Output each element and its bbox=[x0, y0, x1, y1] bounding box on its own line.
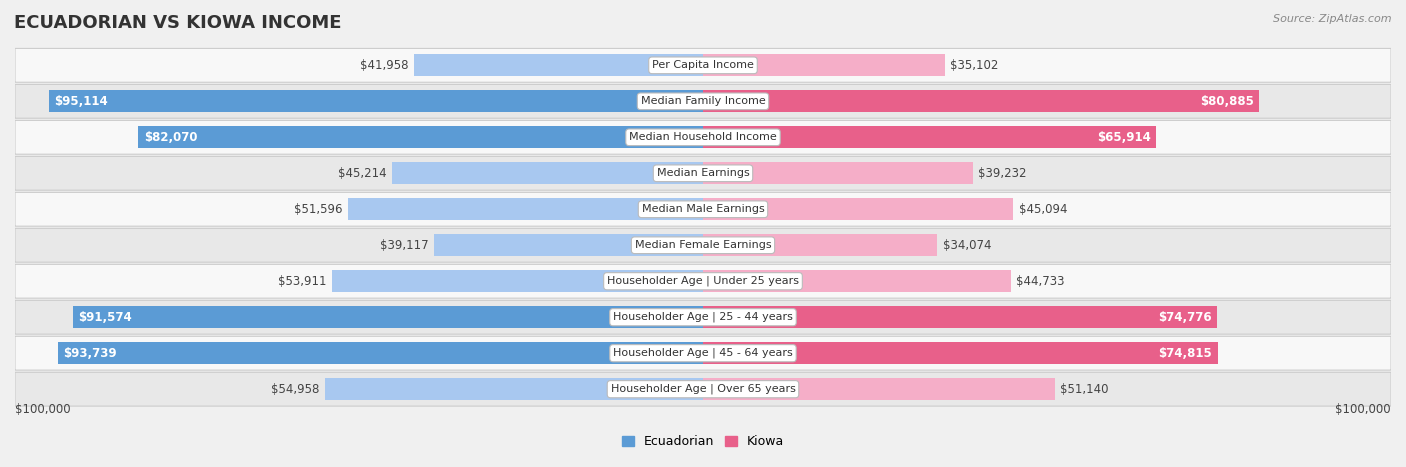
Text: Householder Age | 45 - 64 years: Householder Age | 45 - 64 years bbox=[613, 348, 793, 359]
Text: Source: ZipAtlas.com: Source: ZipAtlas.com bbox=[1274, 14, 1392, 24]
Text: Per Capita Income: Per Capita Income bbox=[652, 60, 754, 71]
Text: $39,117: $39,117 bbox=[380, 239, 429, 252]
Text: Householder Age | Over 65 years: Householder Age | Over 65 years bbox=[610, 384, 796, 395]
Bar bbox=[49, 90, 703, 113]
Bar bbox=[703, 342, 1218, 364]
Text: $74,776: $74,776 bbox=[1159, 311, 1212, 324]
Text: Median Family Income: Median Family Income bbox=[641, 96, 765, 106]
Bar bbox=[434, 234, 703, 256]
Text: $53,911: $53,911 bbox=[278, 275, 326, 288]
Text: Median Household Income: Median Household Income bbox=[628, 132, 778, 142]
Bar bbox=[703, 54, 945, 77]
FancyBboxPatch shape bbox=[15, 192, 1391, 226]
Bar bbox=[703, 378, 1054, 400]
FancyBboxPatch shape bbox=[15, 85, 1391, 118]
FancyBboxPatch shape bbox=[15, 372, 1391, 406]
Text: $100,000: $100,000 bbox=[15, 403, 70, 416]
Text: Median Male Earnings: Median Male Earnings bbox=[641, 204, 765, 214]
Text: Householder Age | 25 - 44 years: Householder Age | 25 - 44 years bbox=[613, 312, 793, 323]
Bar bbox=[703, 306, 1218, 328]
Bar bbox=[349, 198, 703, 220]
Text: Median Earnings: Median Earnings bbox=[657, 168, 749, 178]
Text: $100,000: $100,000 bbox=[1336, 403, 1391, 416]
Text: $80,885: $80,885 bbox=[1201, 95, 1254, 108]
FancyBboxPatch shape bbox=[15, 264, 1391, 298]
Bar bbox=[138, 126, 703, 149]
Bar bbox=[58, 342, 703, 364]
Text: $45,214: $45,214 bbox=[337, 167, 387, 180]
FancyBboxPatch shape bbox=[15, 336, 1391, 370]
Bar bbox=[73, 306, 703, 328]
Text: $51,140: $51,140 bbox=[1060, 382, 1109, 396]
Text: $34,074: $34,074 bbox=[943, 239, 991, 252]
Text: $35,102: $35,102 bbox=[950, 59, 998, 72]
Text: $74,815: $74,815 bbox=[1159, 347, 1212, 360]
Bar bbox=[703, 198, 1014, 220]
Legend: Ecuadorian, Kiowa: Ecuadorian, Kiowa bbox=[617, 430, 789, 453]
Bar bbox=[703, 270, 1011, 292]
Text: $39,232: $39,232 bbox=[979, 167, 1026, 180]
Text: $82,070: $82,070 bbox=[143, 131, 197, 144]
Bar bbox=[415, 54, 703, 77]
Text: $91,574: $91,574 bbox=[79, 311, 132, 324]
Text: ECUADORIAN VS KIOWA INCOME: ECUADORIAN VS KIOWA INCOME bbox=[14, 14, 342, 32]
Text: $44,733: $44,733 bbox=[1017, 275, 1064, 288]
Bar bbox=[332, 270, 703, 292]
FancyBboxPatch shape bbox=[15, 156, 1391, 190]
Text: $54,958: $54,958 bbox=[271, 382, 319, 396]
FancyBboxPatch shape bbox=[15, 120, 1391, 154]
Text: $93,739: $93,739 bbox=[63, 347, 117, 360]
Bar bbox=[703, 234, 938, 256]
Text: $51,596: $51,596 bbox=[294, 203, 343, 216]
Text: $45,094: $45,094 bbox=[1019, 203, 1067, 216]
Text: Median Female Earnings: Median Female Earnings bbox=[634, 240, 772, 250]
Bar bbox=[325, 378, 703, 400]
Text: $95,114: $95,114 bbox=[53, 95, 108, 108]
Text: Householder Age | Under 25 years: Householder Age | Under 25 years bbox=[607, 276, 799, 286]
Bar bbox=[392, 162, 703, 184]
Bar bbox=[703, 90, 1260, 113]
FancyBboxPatch shape bbox=[15, 300, 1391, 334]
Bar bbox=[703, 126, 1157, 149]
Text: $41,958: $41,958 bbox=[360, 59, 409, 72]
FancyBboxPatch shape bbox=[15, 49, 1391, 82]
FancyBboxPatch shape bbox=[15, 228, 1391, 262]
Text: $65,914: $65,914 bbox=[1097, 131, 1152, 144]
Bar bbox=[703, 162, 973, 184]
